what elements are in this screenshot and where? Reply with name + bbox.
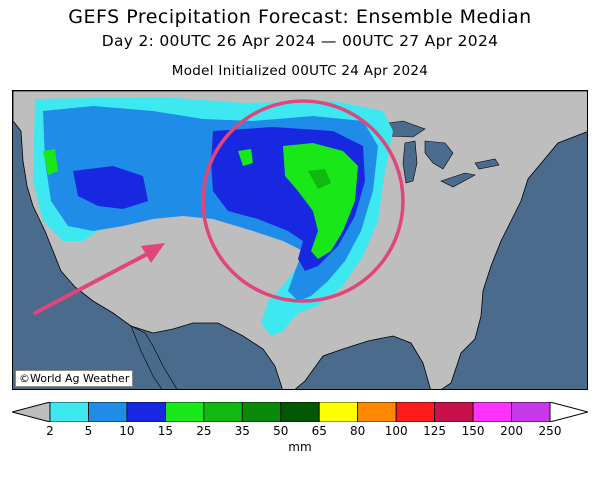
- legend-arrow-high: [549, 402, 588, 422]
- credit-label: ©World Ag Weather: [15, 370, 134, 387]
- gulf-of-california: [130, 325, 178, 389]
- legend-colorbar: [12, 402, 588, 422]
- legend-swatch: [472, 402, 512, 422]
- legend-tick-label: 5: [84, 424, 93, 438]
- legend-swatch: [511, 402, 551, 422]
- legend-tick-label: 250: [538, 424, 562, 438]
- lake-ontario: [474, 158, 500, 170]
- legend-unit: mm: [288, 440, 312, 454]
- legend-swatch: [88, 402, 128, 422]
- legend-swatch: [241, 402, 282, 422]
- precip-dark-green: [308, 169, 331, 189]
- legend-tick-label: 2: [46, 424, 54, 438]
- legend-swatch: [203, 402, 243, 422]
- legend-swatch: [357, 402, 397, 422]
- legend-tick-label: 200: [500, 424, 523, 438]
- legend-tick-label: 10: [119, 424, 135, 438]
- legend-tick-label: 15: [157, 424, 174, 438]
- legend-swatch: [164, 402, 205, 422]
- lake-michigan: [402, 140, 418, 184]
- legend-tick-label: 150: [461, 424, 485, 438]
- legend-arrow-low: [12, 402, 51, 422]
- map-title: GEFS Precipitation Forecast: Ensemble Me…: [68, 6, 532, 28]
- lake-erie: [440, 172, 476, 188]
- annotation-circle: [201, 99, 405, 303]
- map-canvas: [13, 91, 587, 389]
- legend-tick-label: 35: [234, 424, 250, 438]
- precip-green: [43, 143, 358, 259]
- legend-tick-label: 125: [423, 424, 447, 438]
- legend-tick-label: 50: [273, 424, 289, 438]
- legend-swatch: [280, 402, 320, 422]
- legend-swatch: [49, 402, 89, 422]
- legend-swatch: [395, 402, 436, 422]
- lake-huron: [424, 140, 454, 170]
- legend-tick-label: 25: [196, 424, 212, 438]
- legend-tick-label: 80: [350, 424, 366, 438]
- legend-swatch: [434, 402, 474, 422]
- model-init-line: Model Initialized 00UTC 24 Apr 2024: [171, 63, 429, 79]
- legend-tick-label: 65: [311, 424, 327, 438]
- legend-swatch: [126, 402, 166, 422]
- legend-swatch: [318, 402, 359, 422]
- forecast-period: Day 2: 00UTC 26 Apr 2024 — 00UTC 27 Apr …: [101, 32, 499, 50]
- legend-tick-label: 100: [384, 424, 408, 438]
- annotation-arrow: [33, 243, 165, 315]
- precipitation-map: ©World Ag Weather: [12, 90, 588, 390]
